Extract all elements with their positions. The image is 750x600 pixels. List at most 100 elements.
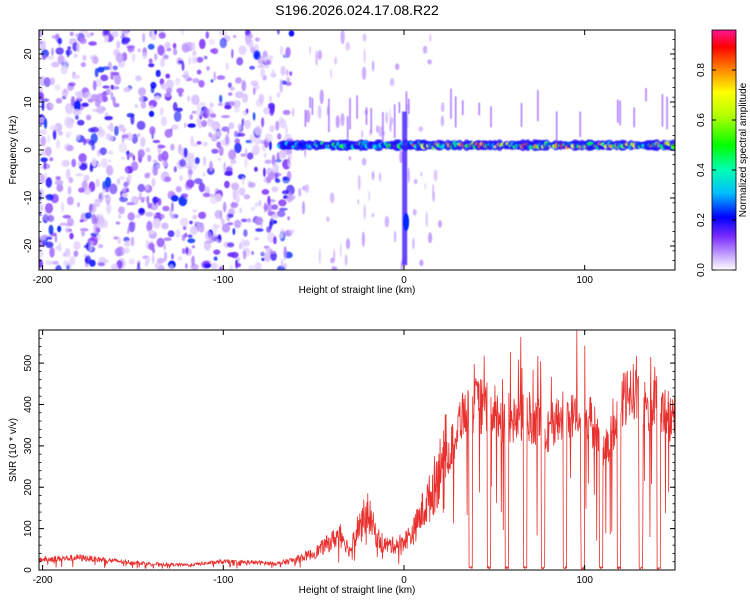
noise-cell <box>227 82 232 88</box>
noise-cell <box>173 166 177 173</box>
noise-cell <box>144 211 154 217</box>
noise-cell <box>171 202 174 213</box>
noise-cell <box>158 32 166 39</box>
noise-cell <box>419 259 424 267</box>
noise-cell <box>44 203 54 214</box>
noise-cell <box>339 242 342 258</box>
noise-cell <box>130 114 135 125</box>
noise-cell <box>39 91 44 101</box>
noise-cell <box>187 152 195 161</box>
noise-cell <box>85 212 92 219</box>
noise-cell <box>237 123 242 131</box>
noise-cell <box>182 225 187 231</box>
noise-cell <box>286 69 289 77</box>
noise-cell <box>67 46 71 50</box>
noise-cell <box>214 210 222 219</box>
noise-cell <box>269 107 275 116</box>
noise-cell <box>152 196 160 204</box>
line-streak <box>382 112 384 147</box>
noise-cell <box>119 176 126 180</box>
noise-cell <box>43 160 47 170</box>
noise-cell <box>271 69 276 76</box>
noise-cell <box>278 199 287 207</box>
noise-cell <box>345 41 351 51</box>
noise-cell <box>191 94 200 106</box>
noise-cell <box>218 146 224 156</box>
noise-cell <box>389 108 392 125</box>
noise-cell <box>73 241 81 250</box>
line-streak <box>311 97 314 115</box>
noise-cell <box>152 139 161 144</box>
noise-cell <box>275 120 280 131</box>
noise-cell <box>340 113 345 127</box>
noise-cell <box>97 66 105 73</box>
noise-cell <box>150 81 157 89</box>
noise-cell <box>92 201 101 207</box>
noise-cell <box>78 187 85 193</box>
noise-cell <box>252 87 256 95</box>
noise-cell <box>291 107 295 117</box>
noise-cell <box>326 216 330 223</box>
noise-cell <box>66 145 74 152</box>
noise-cell <box>52 129 57 140</box>
spectrogram-plot-area <box>39 30 675 270</box>
noise-cell <box>422 45 428 54</box>
noise-cell <box>268 172 276 178</box>
noise-cell <box>192 78 200 84</box>
noise-cell <box>260 251 265 256</box>
noise-cell <box>211 262 218 270</box>
noise-cell <box>269 218 275 226</box>
snr-x-label: Height of straight line (km) <box>299 585 416 596</box>
noise-cell <box>90 32 94 36</box>
noise-cell <box>231 182 240 191</box>
noise-cell <box>191 245 196 249</box>
noise-cell <box>216 75 226 80</box>
noise-cell <box>40 136 46 147</box>
noise-cell <box>175 186 182 193</box>
noise-cell <box>73 100 81 112</box>
noise-cell <box>190 135 195 147</box>
noise-cell <box>230 202 238 209</box>
noise-cell <box>263 167 266 177</box>
line-streak <box>349 97 351 130</box>
y-tick-label: -20 <box>23 238 34 253</box>
noise-cell <box>63 260 70 267</box>
line-streak <box>555 111 558 145</box>
noise-cell <box>201 120 208 128</box>
noise-cell <box>245 30 251 36</box>
noise-cell <box>105 176 112 188</box>
noise-cell <box>90 55 94 60</box>
noise-cell <box>235 91 244 99</box>
noise-cell <box>108 159 112 163</box>
noise-cell <box>75 33 79 38</box>
noise-cell <box>172 42 177 49</box>
spectrogram-y-label: Frequency (Hz) <box>8 116 19 185</box>
noise-cell <box>241 218 248 223</box>
noise-cell <box>125 167 129 174</box>
noise-cell <box>39 258 43 269</box>
noise-cell <box>83 91 93 100</box>
line-streak <box>490 106 492 128</box>
noise-cell <box>123 181 129 188</box>
noise-cell <box>48 102 54 109</box>
noise-cell <box>199 102 206 107</box>
noise-cell <box>246 36 250 46</box>
noise-cell <box>137 262 140 270</box>
noise-cell <box>82 54 87 61</box>
noise-cell <box>110 91 114 101</box>
noise-cell <box>211 148 219 154</box>
noise-cell <box>154 30 157 35</box>
noise-cell <box>190 225 198 235</box>
noise-cell <box>195 109 204 117</box>
noise-cell <box>131 133 138 144</box>
noise-cell <box>248 39 254 49</box>
noise-cell <box>144 184 153 193</box>
noise-cell <box>254 37 260 42</box>
noise-cell <box>84 255 92 265</box>
noise-cell <box>165 73 171 79</box>
noise-cell <box>278 207 288 211</box>
noise-cell <box>68 82 76 87</box>
noise-cell <box>103 30 109 36</box>
noise-cell <box>54 179 64 186</box>
noise-cell <box>254 166 258 172</box>
